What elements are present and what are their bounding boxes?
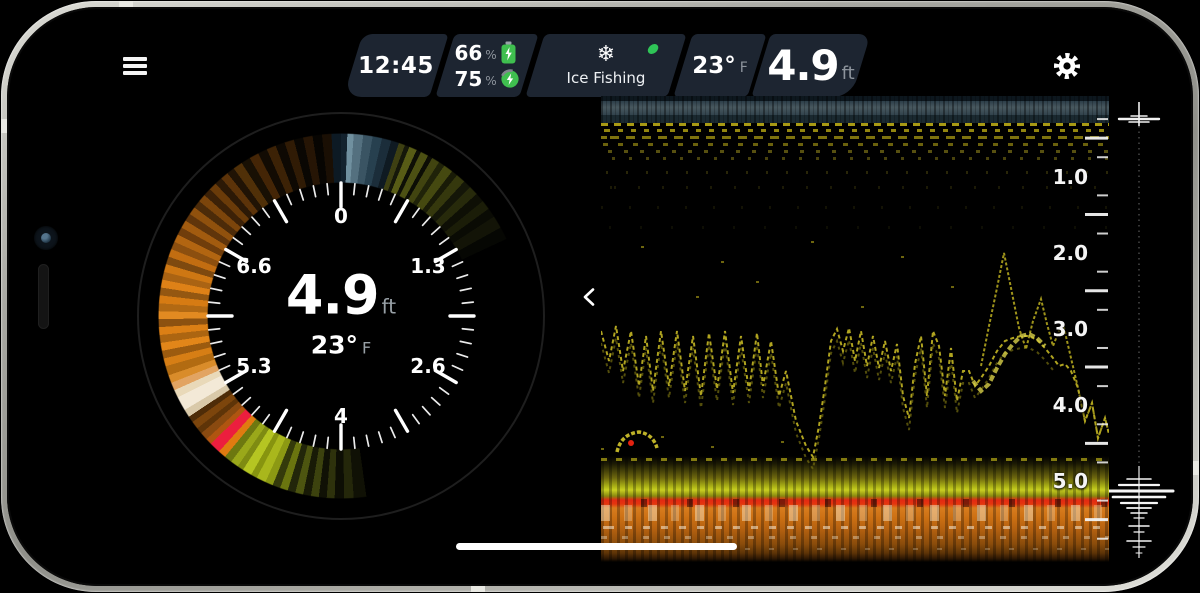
depth-ruler-ticks (1085, 118, 1108, 540)
flasher-tick-dial (206, 181, 476, 451)
battery-status: 66 % 75 % (435, 34, 539, 97)
a-scope-display (1109, 102, 1175, 558)
battery1-unit: % (485, 47, 497, 62)
gear-icon (1054, 53, 1080, 79)
flasher-depth-value: 4.9 (285, 263, 380, 327)
antenna-line-right (1193, 461, 1199, 475)
flasher-outer-ring (137, 112, 545, 520)
surface-band (601, 96, 1109, 101)
charger-charging-icon (500, 68, 519, 88)
battery2-value: 75 (454, 66, 483, 91)
flasher-readout: 4.9 ft 23° F (285, 263, 397, 360)
depth-display: 4.9 ft (751, 34, 871, 97)
depth-label-5: 5.0 (1052, 469, 1088, 493)
battery2-unit: % (485, 73, 497, 88)
sonar-panel[interactable]: 1.0 2.0 3.0 4.0 5.0 (601, 96, 1109, 562)
bright-trace-segment (971, 331, 1047, 394)
fish-arch (615, 430, 659, 453)
antenna-line-left (1, 119, 7, 133)
depth-label-1: 1.0 (1052, 165, 1088, 189)
battery-charging-icon (501, 41, 516, 63)
mode-selector[interactable]: ❄ Ice Fishing (525, 34, 687, 97)
time-display: 12:45 (343, 34, 449, 97)
flasher-scale-0: 0 (334, 204, 348, 228)
mode-label: Ice Fishing (566, 69, 646, 87)
front-camera (34, 226, 58, 250)
depth-label-4: 4.0 (1052, 393, 1088, 417)
settings-button[interactable] (1053, 52, 1081, 80)
time-text: 12:45 (358, 52, 434, 79)
flasher-scale-1: 1.3 (410, 254, 446, 278)
depth-unit: ft (841, 63, 855, 84)
temp-unit: F (739, 60, 748, 76)
hamburger-icon (123, 57, 147, 61)
antenna-line-top (119, 1, 133, 7)
home-indicator[interactable] (456, 543, 737, 550)
depth-label-3: 3.0 (1052, 317, 1088, 341)
sonar-trace-graph (601, 241, 1109, 472)
flasher-scale-3: 4 (334, 404, 348, 428)
snowflake-icon: ❄ (596, 42, 616, 67)
fish-peak-trace (980, 252, 1109, 442)
flasher-temp-value: 23° (310, 330, 359, 360)
temp-value: 23° (692, 52, 736, 79)
temperature-display: 23° F (673, 34, 767, 97)
phone-screen: 12:45 66 % (7, 7, 1193, 586)
battery1-value: 66 (454, 40, 483, 65)
flasher-depth-unit: ft (381, 294, 397, 319)
sonar-battery-row: 66 % (454, 40, 519, 65)
fish-arch-core (628, 440, 634, 446)
flasher-temp-unit: F (362, 338, 372, 358)
antenna-line-bottom (471, 586, 485, 592)
camera-lens-icon (41, 233, 51, 243)
flasher-scale-4: 5.3 (236, 354, 272, 378)
depth-label-2: 2.0 (1052, 241, 1088, 265)
phone-battery-row: 75 % (454, 66, 519, 91)
menu-button[interactable] (121, 55, 149, 79)
flasher-scale-2: 2.6 (410, 354, 446, 378)
flasher-scale-5: 6.6 (236, 254, 272, 278)
depth-value: 4.9 (767, 41, 839, 90)
jig-trace-echo (601, 337, 1054, 472)
jig-trace (601, 325, 1109, 460)
app-root: 12:45 66 % (7, 7, 1193, 586)
earpiece-speaker (38, 264, 49, 329)
